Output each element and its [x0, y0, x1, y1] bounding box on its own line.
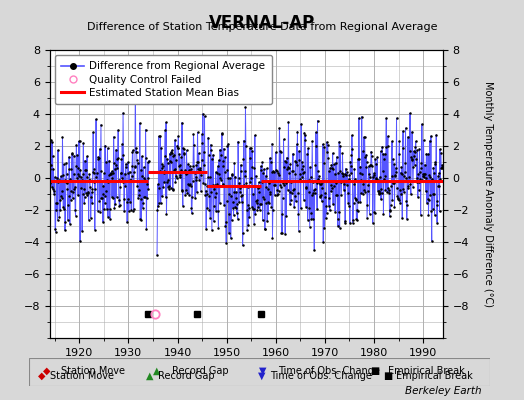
- Text: Record Gap: Record Gap: [158, 371, 214, 381]
- Text: Record Gap: Record Gap: [172, 366, 228, 376]
- Legend: Difference from Regional Average, Quality Control Failed, Estimated Station Mean: Difference from Regional Average, Qualit…: [55, 55, 271, 104]
- Text: Time of Obs. Change: Time of Obs. Change: [270, 371, 372, 381]
- Text: ■: ■: [383, 371, 392, 381]
- Text: Difference of Station Temperature Data from Regional Average: Difference of Station Temperature Data f…: [87, 22, 437, 32]
- Text: ▼: ▼: [258, 371, 266, 381]
- Text: Station Move: Station Move: [61, 366, 125, 376]
- Text: ▲: ▲: [154, 366, 161, 376]
- Text: ▼: ▼: [259, 366, 267, 376]
- Text: ▲: ▲: [146, 371, 153, 381]
- Y-axis label: Monthly Temperature Anomaly Difference (°C): Monthly Temperature Anomaly Difference (…: [483, 81, 493, 307]
- Text: Empirical Break: Empirical Break: [388, 366, 465, 376]
- Text: ■: ■: [370, 366, 379, 376]
- Text: ◆: ◆: [42, 366, 50, 376]
- Text: Empirical Break: Empirical Break: [396, 371, 473, 381]
- Text: Time of Obs. Change: Time of Obs. Change: [278, 366, 380, 376]
- Text: Station Move: Station Move: [50, 371, 114, 381]
- Text: ◆: ◆: [38, 371, 46, 381]
- Text: VERNAL-AP: VERNAL-AP: [209, 14, 315, 32]
- Text: Berkeley Earth: Berkeley Earth: [406, 386, 482, 396]
